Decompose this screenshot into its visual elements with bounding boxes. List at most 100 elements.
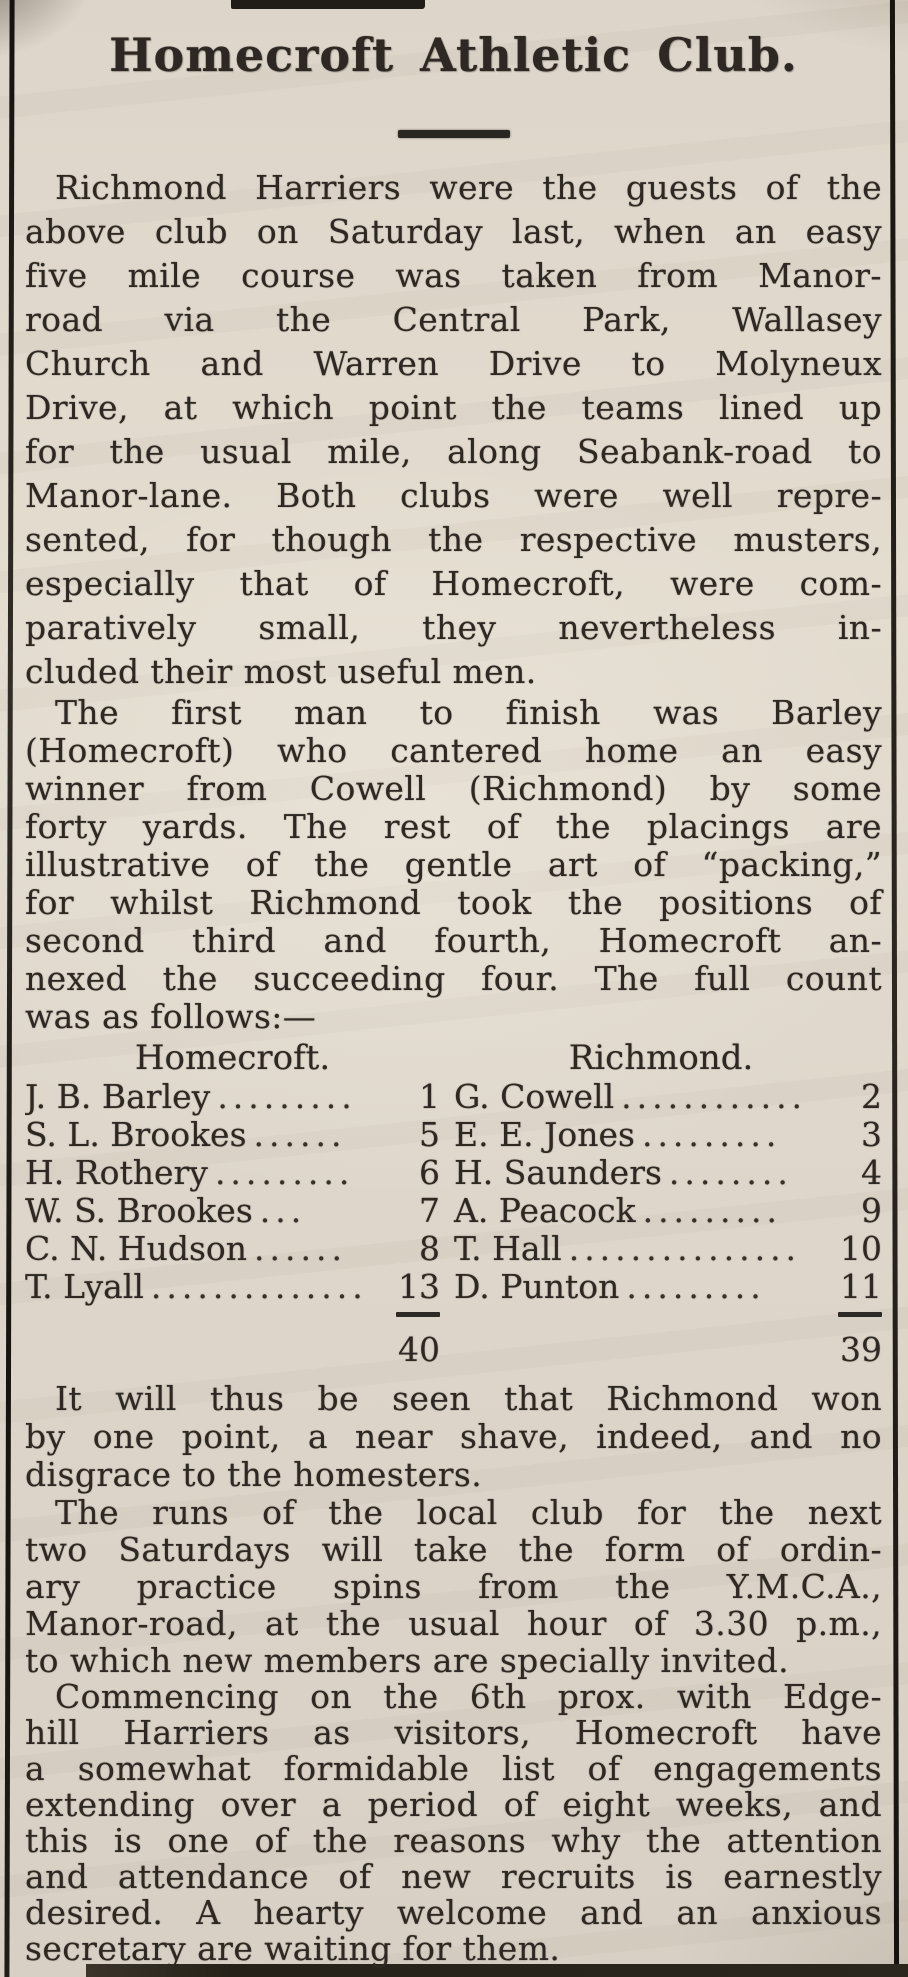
title-divider — [397, 130, 510, 138]
leader-dots: ......... — [642, 1192, 782, 1230]
text-line: to which new members are specially invit… — [25, 1641, 790, 1680]
runner-name: T. Hall — [454, 1230, 562, 1268]
leader-dots: ...... — [253, 1116, 347, 1154]
runner-name: C. N. Hudson — [25, 1230, 248, 1268]
leader-dots: ......... — [626, 1268, 766, 1306]
text-line: The runs of the local club for the next — [55, 1493, 882, 1532]
placing-number: 10 — [840, 1229, 882, 1268]
text-line: winner from Cowell (Richmond) by some — [25, 769, 882, 808]
text-line: (Homecroft) who cantered home an easy — [25, 731, 882, 770]
text-line: nexed the succeeding four. The full coun… — [25, 959, 882, 998]
leader-dots: ......... — [217, 1078, 357, 1116]
text-line: extending over a period of eight weeks, … — [25, 1785, 882, 1824]
text-line: by one point, a near shave, indeed, and … — [25, 1417, 882, 1456]
text-line: a somewhat formidable list of engagement… — [25, 1749, 882, 1788]
placing-number: 4 — [861, 1153, 882, 1192]
paragraph-fixtures: Commencing on the 6th prox. with Edge-hi… — [25, 1679, 882, 1967]
newspaper-column: Homecroft Athletic Club. Richmond Harrie… — [0, 26, 908, 1967]
totals-row: 40 39 — [25, 1332, 882, 1368]
total-rule-left — [396, 1312, 440, 1317]
text-line: secretary are waiting for them. — [25, 1929, 561, 1968]
runner-name: H. Rothery — [25, 1154, 208, 1192]
runner-name: S. L. Brookes — [25, 1116, 247, 1154]
results-header-row: Homecroft. Richmond. — [25, 1038, 882, 1078]
text-line: hill Harriers as visitors, Homecroft hav… — [25, 1713, 882, 1752]
placing-number: 1 — [419, 1077, 440, 1116]
table-row: T. Lyall.............. 13 D. Punton.....… — [25, 1268, 882, 1306]
text-line: disgrace to the homesters. — [25, 1455, 483, 1494]
top-edge-artifact — [231, 0, 425, 9]
leader-dots: ... — [259, 1192, 307, 1230]
placing-number: 9 — [861, 1191, 882, 1230]
total-rules-row — [25, 1312, 882, 1328]
placing-number: 13 — [398, 1267, 440, 1306]
leader-dots: ......... — [641, 1116, 782, 1154]
paragraph-next-runs: The runs of the local club for the next t… — [25, 1494, 882, 1679]
results-header-richmond: Richmond. — [568, 1038, 754, 1078]
text-line: Manor-road, at the usual hour of 3.30 p.… — [25, 1604, 882, 1643]
text-line: illustrative of the gentle art of “packi… — [25, 845, 882, 884]
bottom-edge-artifact — [86, 1964, 908, 1977]
placing-number: 11 — [840, 1267, 882, 1306]
total-homecroft: 40 — [398, 1330, 440, 1369]
text-line: cluded their most useful men. — [25, 652, 537, 691]
placing-number: 6 — [419, 1153, 440, 1192]
paragraph-race-report: The first man to finish was Barley (Homec… — [25, 694, 882, 1036]
runner-name: W. S. Brookes — [25, 1192, 253, 1230]
text-line: It will thus be seen that Richmond won — [55, 1379, 882, 1418]
text-line: above club on Saturday last, when an eas… — [25, 212, 882, 251]
placing-number: 2 — [861, 1077, 882, 1116]
article-title: Homecroft Athletic Club. — [109, 28, 798, 82]
text-line: especially that of Homecroft, were com- — [25, 564, 882, 603]
runner-name: J. B. Barley — [25, 1078, 211, 1116]
runner-name: D. Punton — [454, 1268, 620, 1306]
runner-name: A. Peacock — [454, 1192, 636, 1230]
placing-number: 7 — [419, 1191, 440, 1230]
table-row: S. L. Brookes...... 5 E. E. Jones.......… — [25, 1116, 882, 1154]
text-line: ary practice spins from the Y.M.C.A., — [25, 1567, 882, 1606]
leader-dots: ............... — [568, 1230, 802, 1268]
leader-dots: .............. — [150, 1268, 368, 1306]
placing-number: 3 — [861, 1115, 882, 1154]
text-line: The first man to finish was Barley — [55, 693, 882, 732]
table-row: H. Rothery......... 6 H. Saunders.......… — [25, 1154, 882, 1192]
text-line: Drive, at which point the teams lined up — [25, 388, 882, 427]
placing-number: 5 — [419, 1115, 440, 1154]
text-line: this is one of the reasons why the atten… — [25, 1821, 882, 1860]
text-line: Commencing on the 6th prox. with Edge- — [55, 1677, 882, 1716]
text-line: for whilst Richmond took the positions o… — [25, 883, 882, 922]
leader-dots: ............ — [621, 1078, 808, 1116]
text-line: was as follows:— — [25, 997, 317, 1036]
text-line: five mile course was taken from Manor- — [25, 256, 882, 295]
table-row: W. S. Brookes... 7 A. Peacock......... 9 — [25, 1192, 882, 1230]
text-line: two Saturdays will take the form of ordi… — [25, 1530, 882, 1569]
text-line: sented, for though the respective muster… — [25, 520, 882, 559]
leader-dots: ......... — [214, 1154, 355, 1192]
text-line: for the usual mile, along Seabank-road t… — [25, 432, 882, 471]
leader-dots: ........ — [668, 1154, 793, 1192]
text-line: road via the Central Park, Wallasey — [25, 300, 882, 339]
text-line: Church and Warren Drive to Molyneux — [25, 344, 882, 383]
paragraph-intro: Richmond Harriers were the guests of the… — [25, 166, 882, 694]
text-line: second third and fourth, Homecroft an- — [25, 921, 882, 960]
total-richmond: 39 — [840, 1330, 882, 1369]
results-table: Homecroft. Richmond. J. B. Barley.......… — [25, 1038, 882, 1368]
paragraph-verdict: It will thus be seen that Richmond won by… — [25, 1380, 882, 1494]
text-line: Richmond Harriers were the guests of the — [55, 168, 882, 207]
runner-name: H. Saunders — [454, 1154, 662, 1192]
runner-name: T. Lyall — [25, 1268, 144, 1306]
text-line: desired. A hearty welcome and an anxious — [25, 1893, 882, 1932]
text-line: Manor-lane. Both clubs were well repre- — [25, 476, 882, 515]
placing-number: 8 — [419, 1229, 440, 1268]
leader-dots: ...... — [254, 1230, 347, 1268]
text-line: and attendance of new recruits is earnes… — [25, 1857, 882, 1896]
results-header-homecroft: Homecroft. — [134, 1038, 331, 1078]
runner-name: G. Cowell — [454, 1078, 615, 1116]
text-line: forty yards. The rest of the placings ar… — [25, 807, 882, 846]
runner-name: E. E. Jones — [454, 1116, 635, 1154]
text-line: paratively small, they nevertheless in- — [25, 608, 882, 647]
table-row: J. B. Barley......... 1 G. Cowell.......… — [25, 1078, 882, 1116]
total-rule-right — [838, 1312, 882, 1317]
table-row: C. N. Hudson...... 8 T. Hall............… — [25, 1230, 882, 1268]
